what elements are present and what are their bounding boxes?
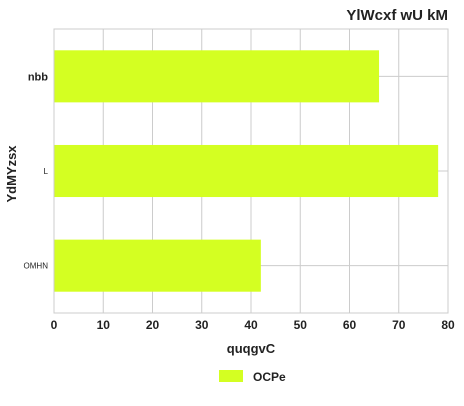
category-label: nbb — [28, 71, 48, 83]
legend-label: OCPe — [253, 370, 286, 384]
plot-frame — [53, 28, 449, 314]
x-tick-label: 70 — [392, 318, 406, 332]
bar — [54, 239, 261, 292]
x-tick-label: 50 — [294, 318, 308, 332]
category-label: OMHN — [24, 262, 49, 271]
y-axis-title: YdMYzsx — [4, 145, 19, 203]
bars — [54, 50, 439, 292]
x-axis-title: quqgvC — [227, 341, 276, 356]
x-tick-label: 30 — [195, 318, 209, 332]
x-tick-label: 20 — [146, 318, 160, 332]
bar — [54, 50, 380, 103]
x-tick-label: 10 — [97, 318, 111, 332]
chart-title: YlWcxf wU kM — [346, 7, 448, 24]
bar — [54, 144, 439, 198]
x-axis-ticks: 0 10 20 30 40 50 60 70 80 — [51, 318, 455, 332]
legend: OCPe — [219, 370, 286, 384]
category-label: L — [44, 167, 49, 176]
x-tick-label: 0 — [51, 318, 58, 332]
x-tick-label: 40 — [244, 318, 258, 332]
x-tick-label: 80 — [441, 318, 455, 332]
legend-swatch — [219, 370, 243, 382]
x-tick-label: 60 — [343, 318, 357, 332]
